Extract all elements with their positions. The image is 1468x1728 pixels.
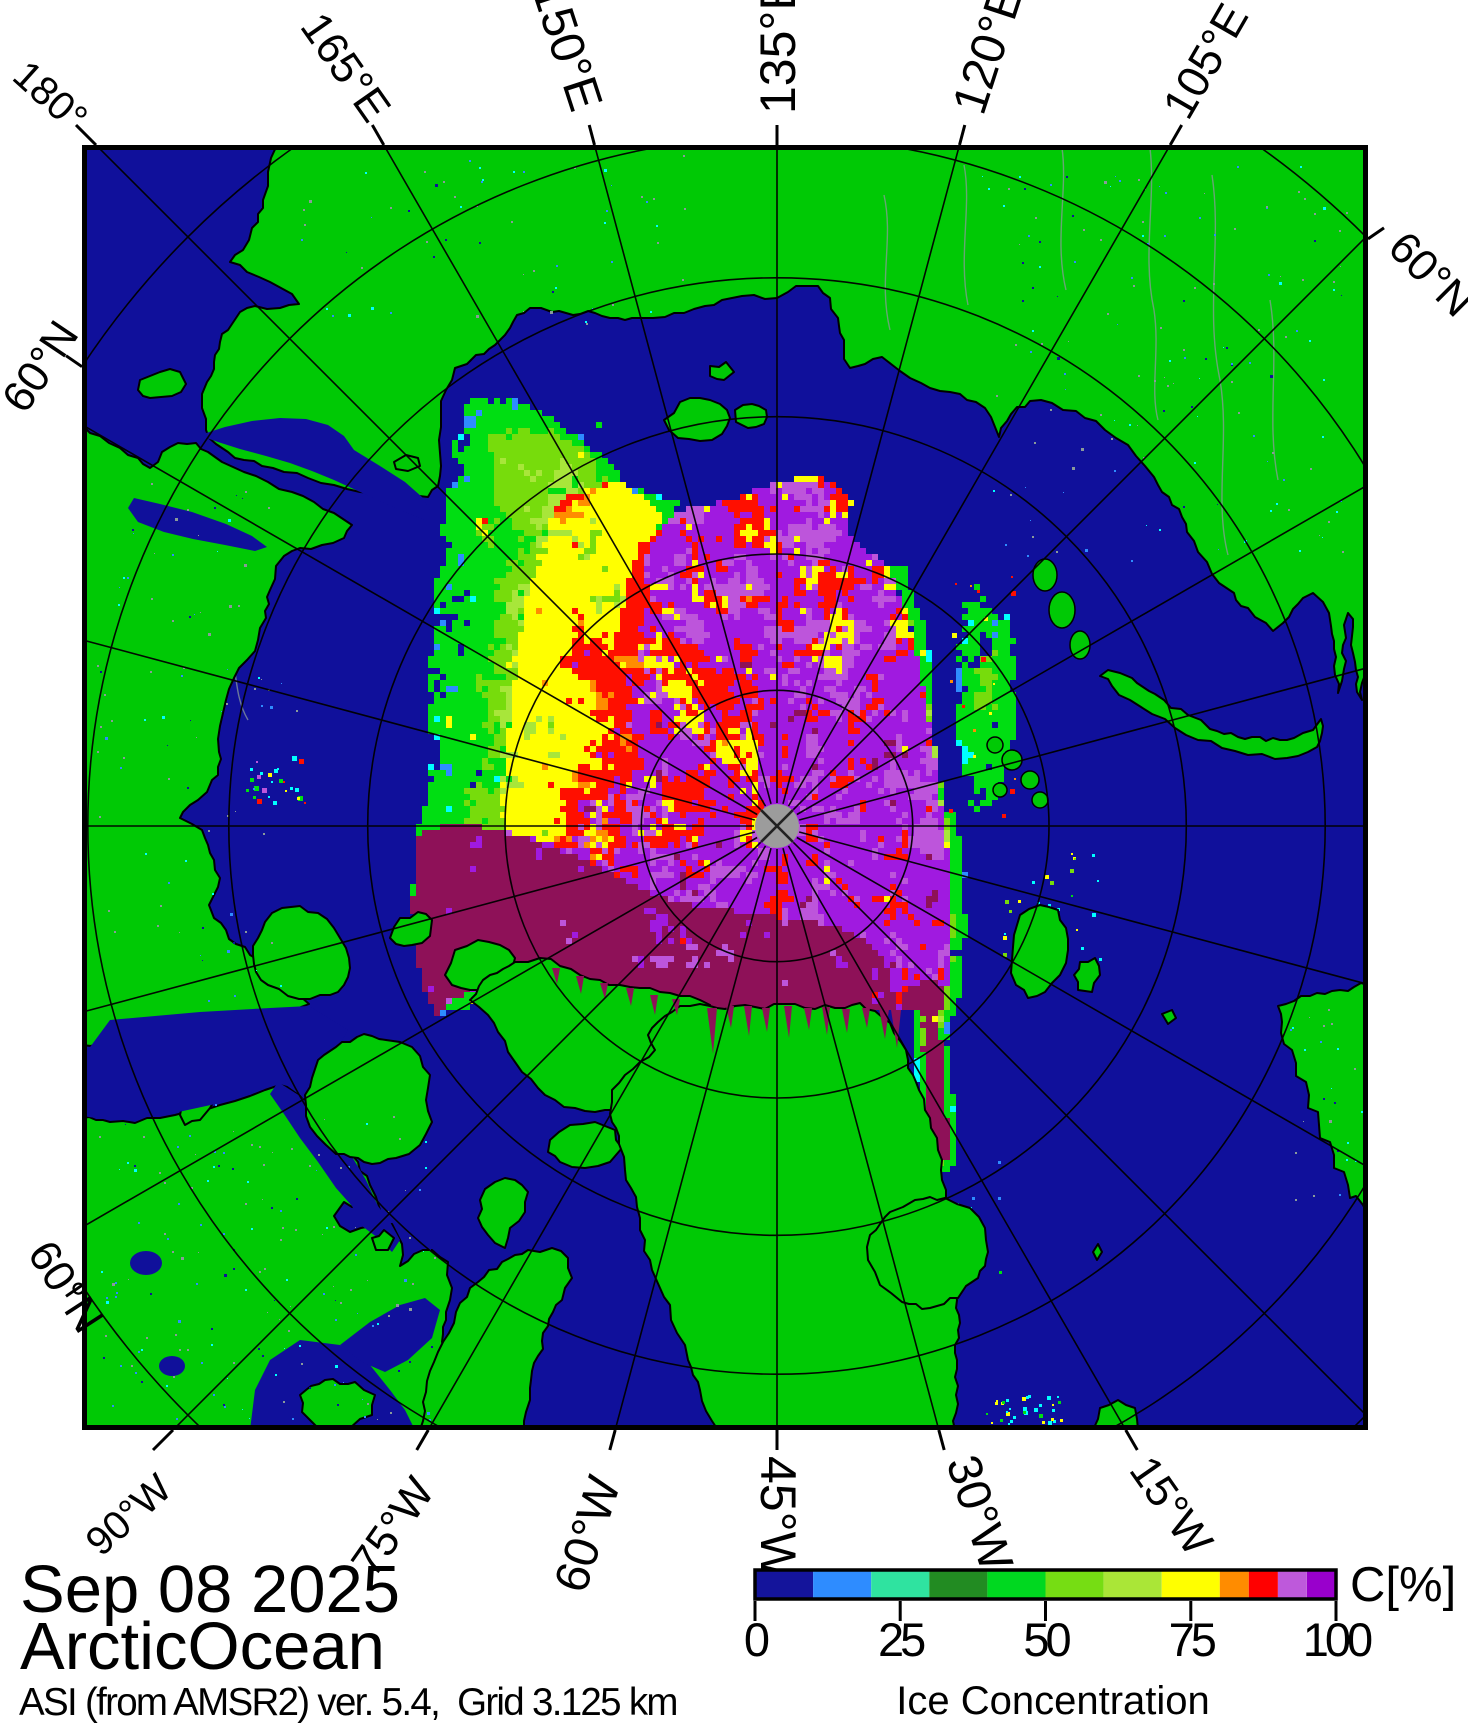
svg-text:75: 75	[1169, 1613, 1216, 1666]
svg-text:135°E: 135°E	[750, 0, 806, 114]
svg-text:Sep 08 2025: Sep 08 2025	[20, 1552, 400, 1627]
svg-text:0: 0	[744, 1613, 769, 1666]
svg-text:100: 100	[1303, 1613, 1372, 1666]
svg-text:50: 50	[1023, 1613, 1070, 1666]
svg-text:25: 25	[878, 1613, 925, 1666]
svg-text:C[%]: C[%]	[1350, 1558, 1456, 1612]
svg-text:Ice Concentration: Ice Concentration	[896, 1679, 1210, 1723]
svg-text:ASI (from AMSR2) ver. 5.4, Gr: ASI (from AMSR2) ver. 5.4, Grid 3.125 km	[19, 1681, 677, 1723]
svg-text:45°W: 45°W	[750, 1456, 806, 1580]
svg-text:ArcticOcean: ArcticOcean	[20, 1609, 385, 1684]
